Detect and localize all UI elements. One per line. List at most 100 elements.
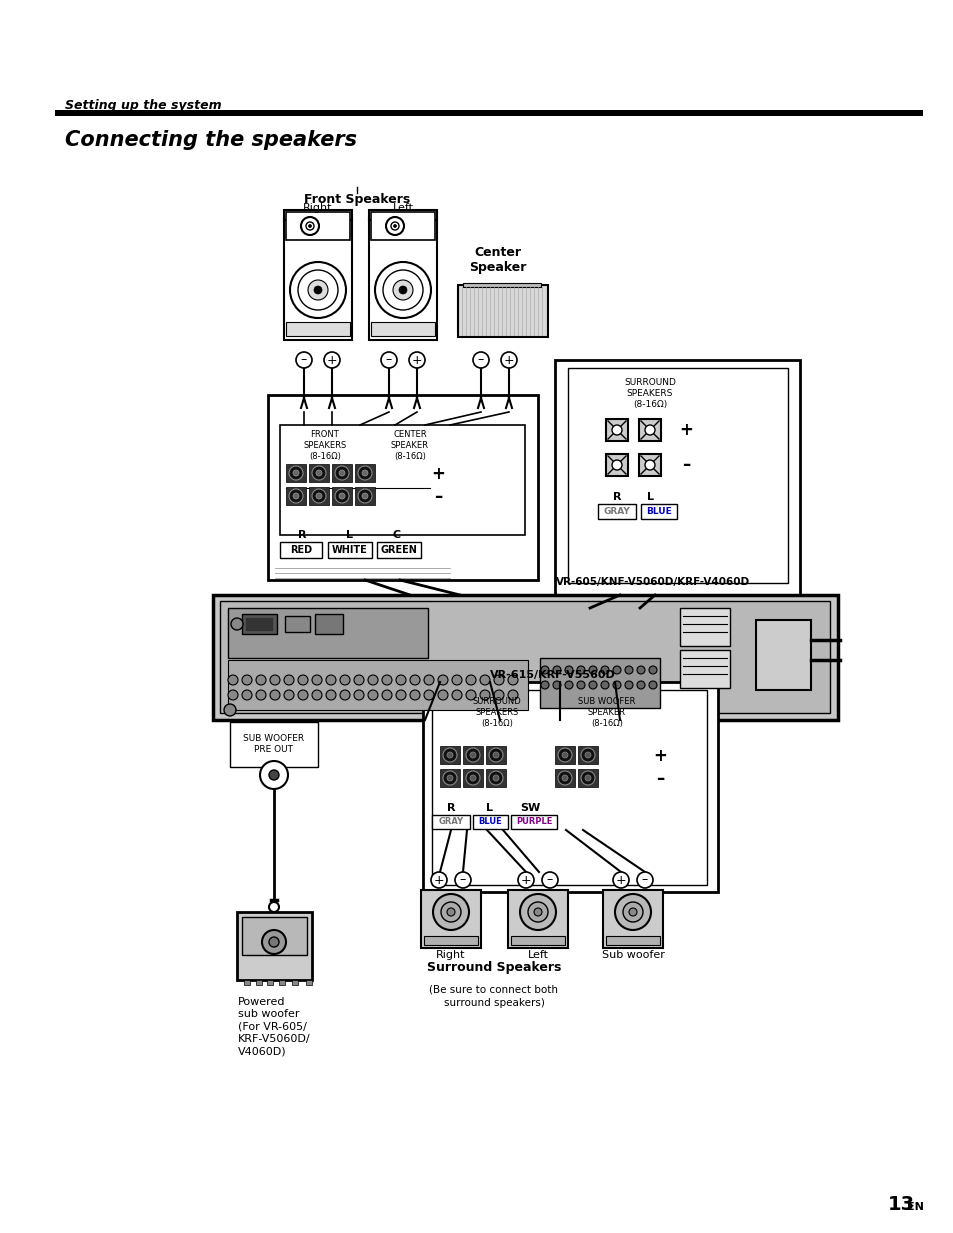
Bar — [462, 746, 482, 764]
Text: +: + — [615, 873, 626, 887]
Circle shape — [431, 872, 447, 888]
Circle shape — [613, 666, 620, 674]
Circle shape — [398, 286, 407, 293]
Text: SURROUND
SPEAKERS
(8-16Ω): SURROUND SPEAKERS (8-16Ω) — [472, 697, 521, 729]
Bar — [371, 322, 435, 337]
Circle shape — [564, 681, 573, 689]
Bar — [286, 487, 306, 506]
Circle shape — [314, 286, 322, 293]
Bar — [228, 660, 527, 710]
Bar — [284, 218, 352, 340]
Bar — [286, 212, 350, 240]
Text: L: L — [486, 803, 493, 813]
Bar — [306, 980, 312, 985]
Bar — [462, 284, 540, 287]
Bar — [432, 690, 706, 885]
Text: +: + — [431, 465, 444, 483]
Text: +: + — [653, 747, 666, 764]
Text: –: – — [546, 873, 553, 887]
Bar — [332, 464, 352, 482]
Text: SUB WOOFER
PRE OUT: SUB WOOFER PRE OUT — [243, 734, 304, 755]
Text: +: + — [503, 354, 514, 366]
Circle shape — [465, 674, 476, 686]
Bar — [369, 218, 436, 340]
Circle shape — [540, 666, 548, 674]
Circle shape — [382, 270, 422, 309]
Bar — [578, 746, 598, 764]
Circle shape — [410, 674, 419, 686]
Circle shape — [465, 690, 476, 700]
Circle shape — [312, 674, 322, 686]
Text: BLUE: BLUE — [477, 817, 501, 826]
Circle shape — [297, 270, 337, 309]
Circle shape — [648, 666, 657, 674]
Circle shape — [242, 674, 252, 686]
Circle shape — [295, 351, 312, 367]
Circle shape — [612, 425, 621, 435]
Circle shape — [301, 217, 318, 236]
Text: –: – — [459, 873, 466, 887]
Bar — [371, 212, 435, 240]
Bar — [511, 815, 557, 829]
Circle shape — [269, 937, 278, 947]
Circle shape — [473, 351, 489, 367]
Bar — [485, 769, 505, 787]
Circle shape — [558, 748, 572, 762]
Circle shape — [442, 771, 456, 785]
Circle shape — [297, 674, 308, 686]
Bar — [228, 608, 428, 658]
Text: Sub woofer: Sub woofer — [601, 949, 663, 961]
Circle shape — [293, 470, 298, 476]
Text: Connecting the speakers: Connecting the speakers — [65, 129, 356, 150]
Circle shape — [447, 776, 453, 780]
Text: L: L — [647, 492, 654, 502]
Circle shape — [315, 493, 322, 499]
Circle shape — [588, 681, 597, 689]
Circle shape — [624, 666, 633, 674]
Text: –: – — [655, 769, 663, 788]
Circle shape — [289, 466, 303, 480]
Bar — [332, 487, 352, 506]
Circle shape — [335, 490, 349, 503]
Bar — [280, 543, 322, 559]
Bar — [462, 769, 482, 787]
Text: R: R — [446, 803, 455, 813]
Circle shape — [326, 674, 335, 686]
Circle shape — [357, 490, 372, 503]
Bar — [369, 210, 436, 219]
Circle shape — [290, 261, 346, 318]
Circle shape — [564, 666, 573, 674]
Bar — [314, 614, 343, 634]
Bar — [423, 936, 477, 944]
Circle shape — [312, 690, 322, 700]
Circle shape — [368, 674, 377, 686]
Circle shape — [410, 690, 419, 700]
Bar — [328, 543, 372, 559]
Bar — [230, 723, 317, 767]
Bar — [355, 464, 375, 482]
Circle shape — [269, 903, 278, 912]
Circle shape — [637, 681, 644, 689]
Circle shape — [613, 681, 620, 689]
Text: Left: Left — [392, 203, 413, 213]
Bar — [602, 890, 662, 948]
Text: –: – — [681, 456, 689, 473]
Bar — [555, 746, 575, 764]
Circle shape — [470, 752, 476, 758]
Bar — [679, 650, 729, 688]
Circle shape — [527, 903, 547, 922]
Bar — [242, 614, 276, 634]
Circle shape — [561, 752, 567, 758]
Text: Right: Right — [436, 949, 465, 961]
Bar — [640, 504, 677, 519]
Circle shape — [637, 666, 644, 674]
Circle shape — [224, 704, 235, 716]
Circle shape — [297, 690, 308, 700]
Circle shape — [381, 690, 392, 700]
Circle shape — [541, 872, 558, 888]
Circle shape — [293, 493, 298, 499]
Circle shape — [242, 690, 252, 700]
Circle shape — [393, 280, 413, 300]
Text: R: R — [612, 492, 620, 502]
Bar — [639, 419, 660, 441]
